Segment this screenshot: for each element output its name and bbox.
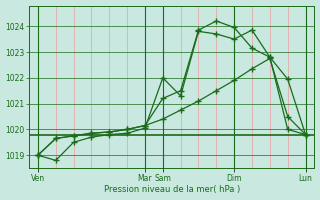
X-axis label: Pression niveau de la mer( hPa ): Pression niveau de la mer( hPa )	[104, 185, 240, 194]
